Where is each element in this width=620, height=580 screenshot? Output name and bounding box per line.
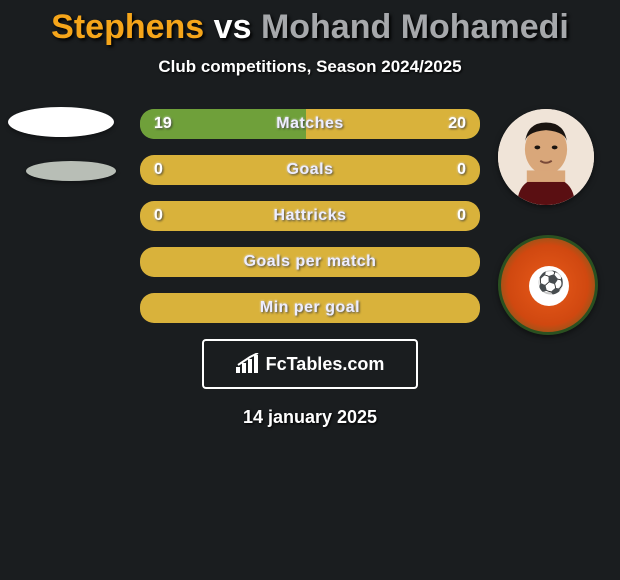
stat-label: Goals [287, 161, 334, 179]
player-left-name: Stephens [51, 8, 204, 46]
stat-row-goals-per-match: Goals per match [140, 247, 480, 277]
right-player-column [498, 109, 598, 335]
right-club-badge [498, 235, 598, 335]
vs-text: vs [214, 8, 252, 46]
branding-box: FcTables.com [202, 339, 418, 389]
stat-value-right: 0 [457, 207, 466, 225]
left-player-column [8, 107, 116, 181]
stat-label: Hattricks [274, 207, 347, 225]
stats-area: 19 Matches 20 0 Goals 0 0 Hattricks 0 Goals per m… [0, 109, 620, 323]
stat-label: Goals per match [244, 253, 377, 271]
stat-row-hattricks: 0 Hattricks 0 [140, 201, 480, 231]
stat-value-left: 0 [154, 207, 163, 225]
left-club-badge-placeholder [26, 161, 116, 181]
stat-value-left: 19 [154, 115, 172, 133]
left-player-avatar-placeholder [8, 107, 114, 137]
stat-value-left: 0 [154, 161, 163, 179]
bar-chart-icon [236, 353, 262, 375]
right-player-avatar [498, 109, 594, 205]
stat-label: Matches [276, 115, 344, 133]
player-right-name: Mohand Mohamedi [261, 8, 569, 46]
stat-row-matches: 19 Matches 20 [140, 109, 480, 139]
date: 14 january 2025 [0, 407, 620, 428]
stat-rows: 19 Matches 20 0 Goals 0 0 Hattricks 0 Goals per m… [140, 109, 480, 323]
branding-text: FcTables.com [266, 354, 385, 375]
comparison-title: Stephens vs Mohand Mohamedi [0, 0, 620, 47]
stat-row-goals: 0 Goals 0 [140, 155, 480, 185]
stat-value-right: 0 [457, 161, 466, 179]
stat-value-right: 20 [448, 115, 466, 133]
stat-row-min-per-goal: Min per goal [140, 293, 480, 323]
stat-label: Min per goal [260, 299, 360, 317]
subtitle: Club competitions, Season 2024/2025 [0, 57, 620, 77]
